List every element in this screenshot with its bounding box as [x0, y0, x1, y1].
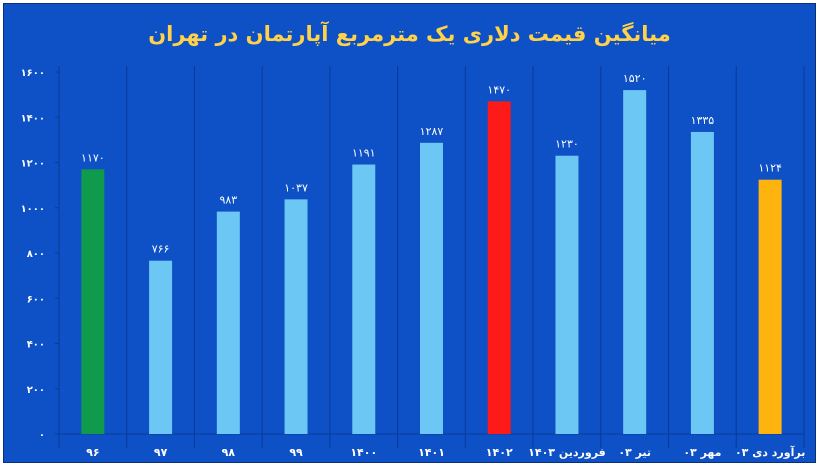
bar-chart: ۰ ۲۰۰ ۴۰۰ ۶۰۰ ۸۰۰ ۱۰۰۰ ۱۲۰۰ ۱۴۰۰ ۱۶۰۰ ۱۱۷۰ ۷۶۶ ۹۸۳…: [21, 66, 805, 459]
bar-value-label: ۱۵۲۰: [623, 72, 647, 85]
y-tick-label: ۸۰۰: [27, 249, 45, 260]
x-tick-label: ۹۷: [154, 446, 168, 459]
bars: ۱۱۷۰ ۷۶۶ ۹۸۳ ۱۰۳۷ ۱۱۹۱ ۱۲۸۷ ۱۴۷۰ ۱۲۳۰ ۱۵۲۰ ۱۳۳۵ ۱۱…: [81, 72, 782, 435]
bar-value-label: ۷۶۶: [152, 243, 170, 256]
x-axis: ۹۶ ۹۷ ۹۸ ۹۹ ۱۴۰۰ ۱۴۰۱ ۱۴۰۲ فروردین ۱۴۰۳ تیر ۰۳ مه…: [86, 445, 805, 459]
bar-value-label: ۱۲۳۰: [555, 138, 579, 151]
bar-value-label: ۱۱۷۰: [81, 151, 105, 164]
x-tick-label: برآورد دی ۰۳: [735, 445, 805, 459]
bar: [81, 169, 105, 434]
x-tick-label: تیر ۰۳: [618, 446, 651, 459]
bar: [149, 260, 173, 434]
bar-value-label: ۱۰۳۷: [284, 181, 308, 194]
x-tick-label: مهر ۰۳: [683, 446, 721, 459]
x-tick-label: ۱۴۰۰: [350, 446, 377, 459]
y-tick-label: ۱۴۰۰: [21, 113, 45, 124]
x-tick-label: ۹۸: [222, 446, 236, 459]
bar: [623, 90, 647, 434]
bar-value-label: ۱۱۹۱: [352, 147, 376, 160]
x-tick-label: ۹۶: [86, 446, 99, 459]
y-tick-label: ۶۰۰: [27, 294, 45, 305]
y-tick-label: ۱۲۰۰: [21, 159, 45, 170]
bar: [487, 101, 511, 434]
x-tick-label: ۹۹: [289, 446, 303, 459]
bar-value-label: ۱۲۸۷: [420, 125, 444, 138]
bar: [690, 131, 714, 435]
y-tick-label: ۰: [39, 430, 45, 441]
y-tick-label: ۴۰۰: [27, 340, 45, 351]
bar-value-label: ۹۸۳: [219, 194, 237, 207]
bar: [284, 199, 308, 434]
x-tick-label: ۱۴۰۱: [418, 446, 445, 459]
bar: [758, 179, 782, 434]
y-tick-label: ۱۶۰۰: [21, 68, 45, 79]
y-tick-label: ۱۰۰۰: [21, 204, 45, 215]
x-tick-label: فروردین ۱۴۰۳: [528, 446, 606, 459]
bar: [420, 142, 443, 434]
grid-lines: [58, 66, 805, 448]
bar-value-label: ۱۱۲۴: [758, 162, 782, 175]
bar-value-label: ۱۴۷۰: [487, 83, 511, 96]
chart-title: میانگین قیمت دلاری یک مترمربع آپارتمان د…: [148, 22, 671, 46]
bar: [352, 164, 376, 434]
y-axis: ۰ ۲۰۰ ۴۰۰ ۶۰۰ ۸۰۰ ۱۰۰۰ ۱۲۰۰ ۱۴۰۰ ۱۶۰۰: [21, 66, 804, 441]
bar: [216, 211, 240, 434]
chart-frame: میانگین قیمت دلاری یک مترمربع آپارتمان د…: [3, 3, 816, 463]
bar: [555, 155, 579, 434]
bar-value-label: ۱۳۳۵: [691, 114, 715, 127]
x-tick-label: ۱۴۰۲: [486, 446, 513, 459]
y-tick-label: ۲۰۰: [27, 385, 45, 396]
